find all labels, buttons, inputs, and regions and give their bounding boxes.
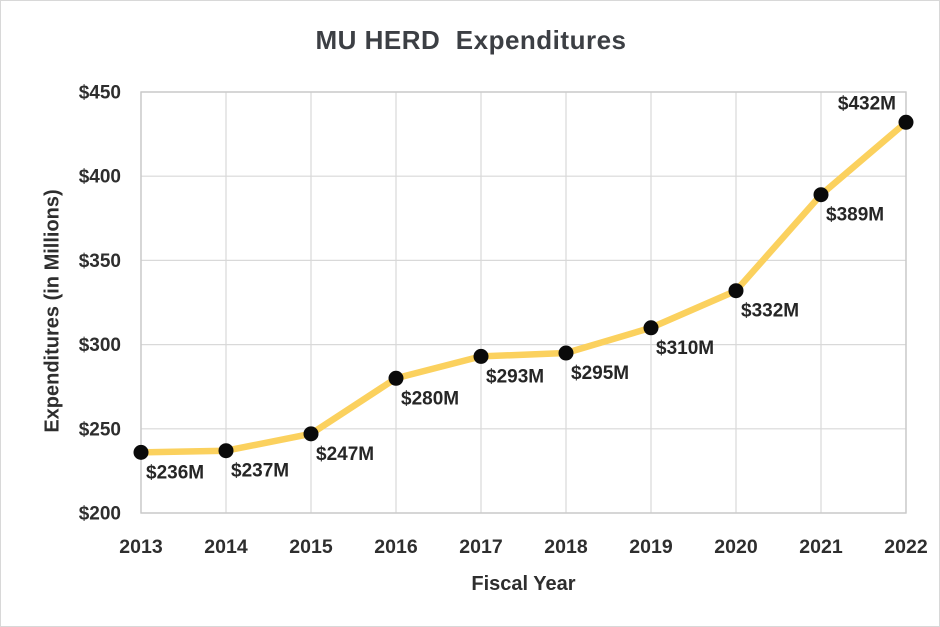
x-tick-label: 2020 (714, 536, 758, 558)
y-tick-label: $450 (79, 83, 121, 104)
x-tick-label: 2021 (799, 536, 843, 558)
data-point-label: $247M (316, 444, 374, 465)
data-point-marker (473, 348, 489, 364)
data-point-marker (133, 444, 149, 460)
data-point-marker (388, 370, 404, 386)
y-tick-label: $200 (79, 504, 121, 525)
plot-area-border (140, 91, 907, 514)
data-point-marker (813, 187, 829, 203)
data-point-marker (558, 345, 574, 361)
data-point-marker (643, 320, 659, 336)
y-tick-label: $350 (79, 251, 121, 272)
data-point-label: $332M (741, 301, 799, 322)
data-point-marker (898, 114, 914, 130)
x-tick-label: 2015 (289, 536, 333, 558)
x-tick-label: 2014 (204, 536, 248, 558)
data-point-marker (303, 426, 319, 442)
y-tick-label: $400 (79, 167, 121, 188)
x-tick-label: 2016 (374, 536, 418, 558)
chart-title: MU HERD Expenditures (315, 25, 627, 55)
y-tick-label: $300 (79, 335, 121, 356)
data-point-label: $432M (838, 93, 896, 114)
data-point-label: $295M (571, 363, 629, 384)
data-point-label: $293M (486, 366, 544, 387)
data-point-label: $280M (401, 388, 459, 409)
x-tick-label: 2017 (459, 536, 502, 558)
data-point-label: $237M (231, 461, 289, 482)
x-tick-label: 2022 (884, 536, 928, 558)
x-axis-title: Fiscal Year (471, 573, 576, 595)
x-tick-label: 2019 (629, 536, 673, 558)
data-point-label: $236M (146, 462, 204, 483)
data-point-label: $310M (656, 338, 714, 359)
x-tick-label: 2018 (544, 536, 588, 558)
x-tick-label: 2013 (119, 536, 163, 558)
data-point-marker (728, 283, 744, 299)
expenditures-line (137, 119, 910, 456)
y-tick-label: $250 (79, 419, 121, 440)
data-point-label: $389M (826, 205, 884, 226)
data-point-marker (218, 443, 234, 459)
